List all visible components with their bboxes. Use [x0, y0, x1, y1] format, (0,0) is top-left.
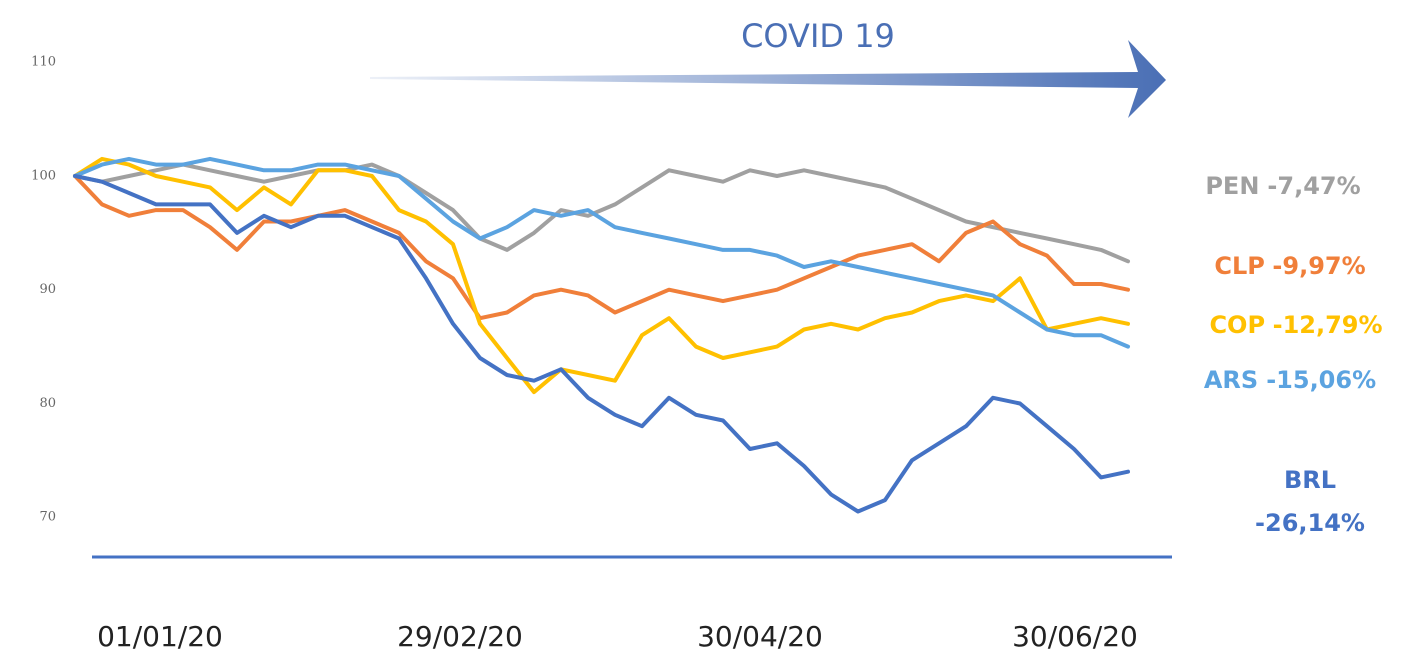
series-line	[73, 162, 1130, 264]
series-label: CLP -9,97%	[1214, 252, 1365, 280]
y-tick-label: 100	[31, 168, 56, 183]
series-change: -7,47%	[1267, 172, 1360, 200]
series-name: PEN	[1205, 172, 1259, 200]
series-name: CLP	[1214, 252, 1264, 280]
y-tick-label: 110	[31, 55, 56, 70]
x-tick-label: 30/04/20	[697, 620, 823, 653]
series-change: -9,97%	[1272, 252, 1365, 280]
annotation: COVID 19	[741, 17, 895, 55]
y-tick-label: 80	[39, 396, 56, 411]
series-line	[73, 156, 1130, 349]
series-label: ARS -15,06%	[1204, 366, 1376, 394]
series-name: ARS	[1204, 366, 1258, 394]
covid-arrow	[370, 40, 1166, 118]
x-tick-label: 30/06/20	[1012, 620, 1138, 653]
series-line	[73, 156, 1130, 395]
series-label: COP -12,79%	[1209, 311, 1382, 339]
series-name: BRL	[1284, 466, 1336, 494]
y-tick-label: 90	[39, 282, 56, 297]
x-tick-label: 01/01/20	[97, 620, 223, 653]
series-change: -15,06%	[1266, 366, 1376, 394]
x-tick-label: 29/02/20	[397, 620, 523, 653]
series-line	[73, 174, 1130, 514]
series-line	[73, 174, 1130, 321]
series-name: COP	[1209, 311, 1264, 339]
series-change: -12,79%	[1273, 311, 1383, 339]
series-label: PEN -7,47%	[1205, 172, 1360, 200]
y-tick-label: 70	[39, 510, 56, 525]
series-change: -26,14%	[1255, 509, 1365, 537]
